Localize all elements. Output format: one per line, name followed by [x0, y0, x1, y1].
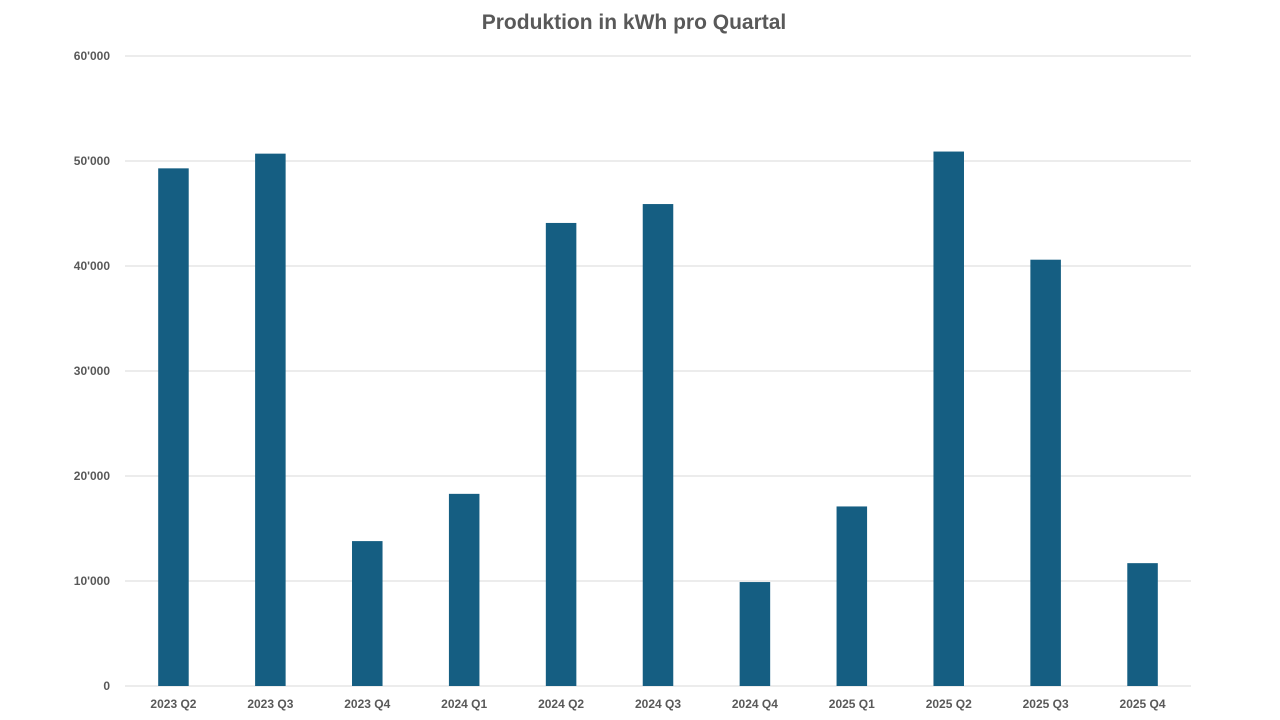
chart-title: Produktion in kWh pro Quartal	[481, 11, 787, 34]
bar	[642, 204, 674, 687]
x-tick-label: 2024 Q4	[732, 697, 778, 711]
y-tick-label: 10'000	[74, 574, 111, 588]
bar	[158, 168, 189, 687]
x-tick-label: 2025 Q3	[1023, 697, 1069, 711]
bars	[158, 151, 1158, 687]
bar	[739, 582, 771, 686]
x-tick-label: 2024 Q3	[635, 697, 681, 711]
x-tick-label: 2025 Q1	[829, 697, 875, 711]
y-tick-label: 50'000	[74, 154, 111, 168]
y-tick-label: 30'000	[74, 364, 111, 378]
x-tick-label: 2024 Q1	[441, 697, 487, 711]
bar	[836, 506, 868, 686]
bar	[545, 222, 577, 686]
bar	[1127, 563, 1158, 686]
x-tick-label: 2023 Q2	[150, 697, 196, 711]
y-tick-label: 60'000	[74, 49, 111, 63]
y-tick-label: 0	[103, 679, 110, 693]
x-axis-ticks: 2023 Q2 2023 Q3 2023 Q4 2024 Q1 2024 Q2 2024 …	[150, 697, 1165, 711]
y-axis-ticks: 0 10'000 20'000 30'000 40'000 50'000 60'000	[74, 49, 111, 693]
bar	[933, 151, 964, 687]
bar	[352, 541, 383, 686]
x-tick-label: 2024 Q2	[538, 697, 584, 711]
bar	[255, 153, 286, 686]
x-tick-label: 2025 Q4	[1120, 697, 1166, 711]
x-tick-label: 2023 Q3	[247, 697, 293, 711]
x-tick-label: 2025 Q2	[926, 697, 972, 711]
y-tick-label: 40'000	[74, 259, 111, 273]
x-tick-label: 2023 Q4	[344, 697, 390, 711]
bar	[1030, 259, 1061, 686]
y-tick-label: 20'000	[74, 469, 111, 483]
bar	[448, 493, 480, 686]
